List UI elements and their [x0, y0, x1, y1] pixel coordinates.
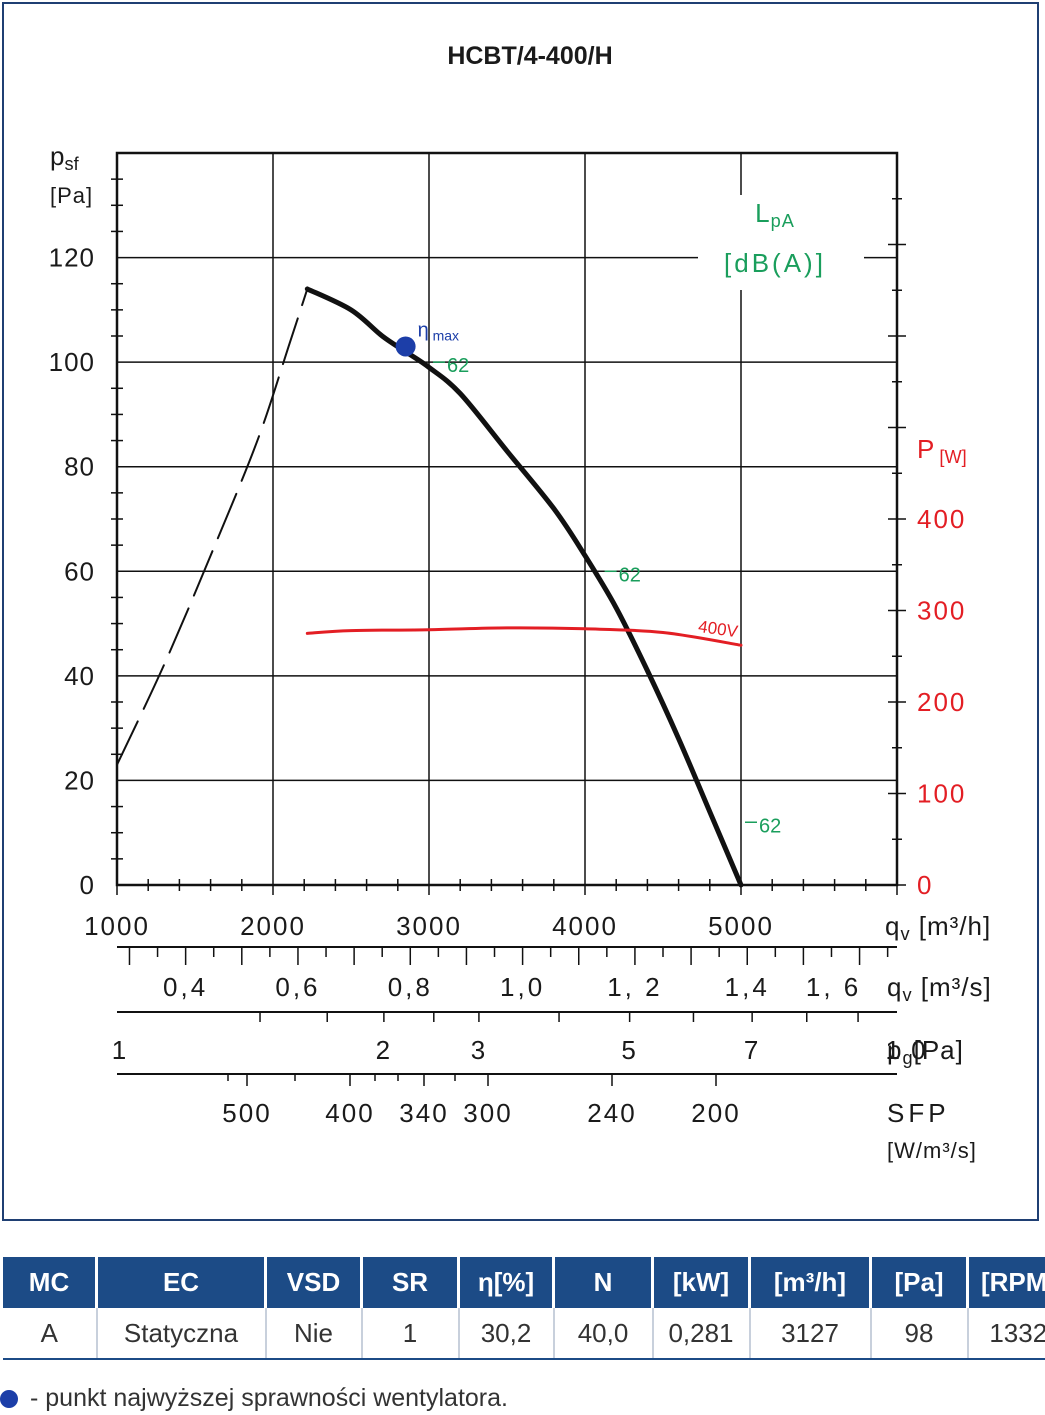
y-axis-label: psf — [50, 141, 80, 174]
qv-m3s-tick-label: 1,4 — [725, 972, 770, 1002]
sfp-tick-label: 240 — [587, 1098, 636, 1128]
y2-tick-label: 300 — [917, 596, 966, 626]
header-n: N — [553, 1257, 654, 1308]
qv-m3s-tick-label: 1,0 — [500, 972, 545, 1002]
x-tick-label: 5000 — [708, 911, 774, 941]
x-tick-label: 4000 — [552, 911, 618, 941]
table-row: A Statyczna Nie 1 30,2 40,0 0,281 3127 9… — [3, 1308, 1045, 1360]
y-tick-label: 0 — [80, 870, 95, 900]
series-unstable-line — [116, 287, 309, 766]
pg-axis-label: pg[Pa] — [887, 1035, 964, 1068]
cell-efficiency: 30,2 — [458, 1308, 555, 1360]
y-tick-label: 80 — [64, 452, 95, 482]
header-rpm: [RPM] — [967, 1257, 1045, 1308]
pg-tick-label: 1 — [112, 1035, 128, 1065]
y2-tick-label: 400 — [917, 504, 966, 534]
header-m3h: [m³/h] — [749, 1257, 872, 1308]
y-tick-label: 100 — [49, 347, 95, 377]
header-kw: [kW] — [652, 1257, 751, 1308]
sfp-axis-unit: [W/m³/s] — [887, 1138, 977, 1163]
y2-axis-label: P [W] — [917, 434, 967, 467]
sfp-tick-label: 500 — [222, 1098, 271, 1128]
qv-m3s-tick-label: 1, 6 — [806, 972, 861, 1002]
cell-sr: 1 — [361, 1308, 460, 1360]
eta-max-dot-icon — [0, 1389, 18, 1408]
sfp-tick-label: 400 — [325, 1098, 374, 1128]
pg-tick-label: 3 — [471, 1035, 487, 1065]
eta-max-label: η max — [418, 319, 459, 343]
series-pressure-line — [304, 286, 744, 888]
fan-data-table: MC EC VSD SR η[%] N [kW] [m³/h] [Pa] [RP… — [3, 1257, 1045, 1360]
y-tick-label: 60 — [64, 556, 95, 586]
header-mc: MC — [3, 1257, 98, 1308]
qv-m3s-tick-label: 0,6 — [275, 972, 320, 1002]
cell-m3h: 3127 — [749, 1308, 872, 1360]
y-tick-label: 120 — [49, 243, 95, 273]
sfp-tick-label: 200 — [691, 1098, 740, 1128]
qv-m3s-tick-label: 1, 2 — [607, 972, 662, 1002]
cell-rpm: 1332 — [967, 1308, 1045, 1360]
y2-tick-label: 100 — [917, 779, 966, 809]
y-tick-label: 40 — [64, 661, 95, 691]
x-tick-label: 3000 — [396, 911, 462, 941]
pg-tick-label: 5 — [621, 1035, 637, 1065]
sfp-tick-label: 300 — [463, 1098, 512, 1128]
cell-pa: 98 — [870, 1308, 969, 1360]
cell-mc: A — [3, 1308, 98, 1360]
cell-vsd: Nie — [265, 1308, 363, 1360]
sound-label-box — [698, 195, 864, 290]
sfp-axis-label: SFP — [887, 1098, 950, 1128]
sound-level-label: LpA — [755, 198, 795, 231]
table-header-row: MC EC VSD SR η[%] N [kW] [m³/h] [Pa] [RP… — [3, 1257, 1045, 1308]
sound-level-value: 62 — [759, 815, 781, 837]
cell-kw: 0,281 — [652, 1308, 751, 1360]
header-vsd: VSD — [265, 1257, 363, 1308]
header-ec: EC — [96, 1257, 267, 1308]
x-axis-label: qv [m³/h] — [885, 911, 991, 944]
sound-level-unit: [dB(A)] — [724, 248, 826, 278]
eta-max-point — [395, 336, 416, 357]
cell-n: 40,0 — [553, 1308, 654, 1360]
x-tick-label: 1000 — [84, 911, 150, 941]
qv-m3s-tick-label: 0,4 — [163, 972, 208, 1002]
y2-tick-label: 0 — [917, 870, 933, 900]
qv-m3s-tick-label: 0,8 — [388, 972, 433, 1002]
pg-tick-label: 2 — [376, 1035, 392, 1065]
footnote: - punkt najwyższej sprawności wentylator… — [0, 1384, 508, 1413]
x-tick-label: 2000 — [240, 911, 306, 941]
sound-level-value: 62 — [619, 564, 641, 586]
header-efficiency: η[%] — [458, 1257, 555, 1308]
y-axis-unit: [Pa] — [50, 183, 93, 208]
footnote-text: - punkt najwyższej sprawności wentylator… — [30, 1384, 508, 1412]
series-power-line — [305, 626, 743, 647]
header-sr: SR — [361, 1257, 460, 1308]
pg-tick-label: 7 — [744, 1035, 760, 1065]
chart-title: HCBT/4-400/H — [447, 42, 612, 70]
chart-frame — [2, 2, 1039, 1221]
pg-tick-label: 1 0 — [886, 1035, 928, 1065]
y-tick-label: 20 — [64, 765, 95, 795]
qv-m3s-axis-label: qv [m³/s] — [887, 972, 992, 1005]
y2-tick-label: 200 — [917, 687, 966, 717]
sound-level-value: 62 — [447, 355, 469, 377]
header-pa: [Pa] — [870, 1257, 969, 1308]
cell-ec: Statyczna — [96, 1308, 267, 1360]
sfp-tick-label: 340 — [399, 1098, 448, 1128]
